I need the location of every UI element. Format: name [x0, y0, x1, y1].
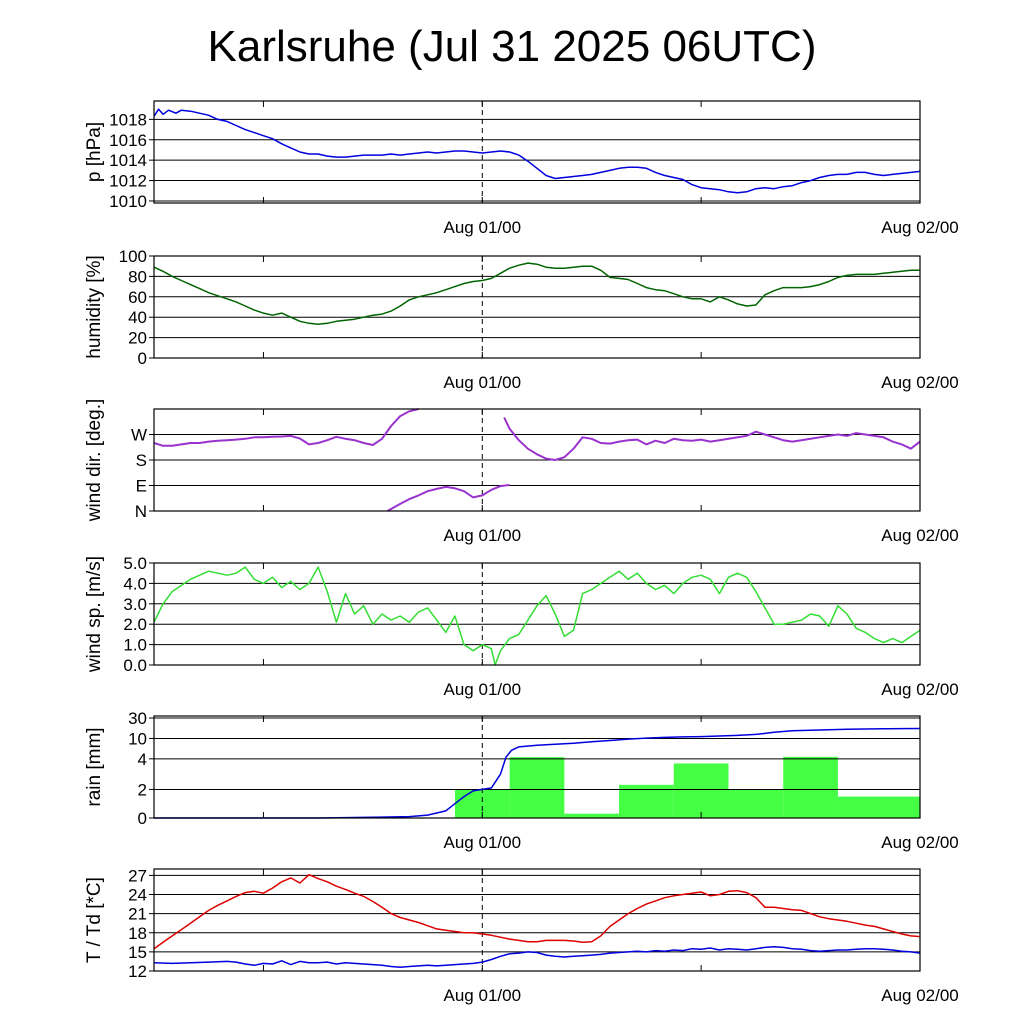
- y-tick-label: 0: [138, 809, 147, 828]
- x-tick-label: Aug 01/00: [444, 526, 522, 545]
- y-tick-label: 100: [119, 247, 147, 266]
- series-line-0: [154, 727, 921, 819]
- y-tick-label: 3.0: [123, 595, 147, 614]
- plot-frame: [153, 562, 921, 666]
- y-tick-label: 24: [128, 886, 147, 905]
- rain-bar: [783, 756, 838, 818]
- y-tick-label: 1016: [109, 131, 147, 150]
- y-tick-label: 18: [128, 924, 147, 943]
- y-tick-label: 40: [128, 308, 147, 327]
- x-tick-label: Aug 02/00: [881, 526, 959, 545]
- y-axis-label: wind sp. [m/s]: [84, 556, 105, 673]
- plot-frame: [153, 255, 921, 359]
- series-line-0: [153, 262, 920, 326]
- rain-bar: [619, 784, 674, 818]
- y-tick-label: 30: [128, 709, 147, 728]
- rain-bar: [564, 813, 620, 818]
- y-tick-label: 0.0: [123, 656, 147, 675]
- x-tick-label: Aug 01/00: [444, 218, 522, 237]
- y-axis-label: humidity [%]: [84, 255, 105, 358]
- panel-3: 0.01.0 2.03.0 4.05.0 Aug 01/00 Aug 02/00 wind…: [84, 554, 959, 699]
- rain-bar: [837, 796, 920, 818]
- x-tick-label: Aug 02/00: [881, 218, 959, 237]
- page-title: Karlsruhe (Jul 31 2025 06UTC): [207, 22, 817, 71]
- plot-frame: [153, 100, 921, 204]
- y-tick-label: 0: [138, 349, 147, 368]
- series-line-2: [503, 417, 921, 461]
- y-axis-label: T / Td [*C]: [84, 877, 105, 963]
- y-axis-label: wind dir. [deg.]: [84, 399, 105, 523]
- y-tick-label: E: [136, 477, 147, 496]
- x-tick-label: Aug 02/00: [881, 986, 959, 1005]
- series-line-0: [153, 873, 921, 950]
- x-tick-label: Aug 02/00: [881, 373, 959, 392]
- series-line-0: [153, 566, 921, 666]
- y-axis-label: rain [mm]: [84, 727, 105, 806]
- y-tick-label: 10: [128, 729, 147, 748]
- y-tick-label: 60: [128, 288, 147, 307]
- series-line-0: [153, 108, 921, 194]
- y-tick-label: S: [136, 451, 147, 470]
- series-line-1: [153, 946, 921, 968]
- y-tick-label: 15: [128, 943, 147, 962]
- rain-bar: [728, 789, 784, 818]
- y-tick-label: W: [131, 426, 147, 445]
- y-tick-label: 4.0: [123, 574, 147, 593]
- y-axis-label: p [hPa]: [84, 122, 105, 182]
- x-tick-label: Aug 02/00: [881, 833, 959, 852]
- y-tick-label: 2: [138, 780, 147, 799]
- y-tick-label: N: [135, 502, 147, 521]
- rain-bar: [509, 757, 565, 818]
- x-tick-label: Aug 01/00: [444, 986, 522, 1005]
- y-tick-label: 1010: [109, 192, 147, 211]
- plot-frame: [153, 715, 921, 819]
- y-tick-label: 1018: [109, 110, 147, 129]
- x-tick-label: Aug 01/00: [444, 373, 522, 392]
- series-line-1: [386, 483, 510, 512]
- y-tick-label: 4: [138, 750, 147, 769]
- y-tick-label: 1012: [109, 172, 147, 191]
- y-tick-label: 21: [128, 905, 147, 924]
- y-tick-label: 27: [128, 866, 147, 885]
- plot-frame: [153, 868, 921, 972]
- y-tick-label: 12: [128, 962, 147, 981]
- y-tick-label: 2.0: [123, 615, 147, 634]
- y-tick-label: 1.0: [123, 636, 147, 655]
- rain-bar: [673, 763, 729, 818]
- x-tick-label: Aug 01/00: [444, 680, 522, 699]
- y-tick-label: 5.0: [123, 554, 147, 573]
- y-tick-label: 80: [128, 267, 147, 286]
- x-tick-label: Aug 01/00: [444, 833, 522, 852]
- x-tick-label: Aug 02/00: [881, 680, 959, 699]
- plot-frame: [153, 408, 921, 512]
- y-tick-label: 1014: [109, 151, 147, 170]
- y-tick-label: 20: [128, 329, 147, 348]
- series-line-0: [153, 408, 419, 447]
